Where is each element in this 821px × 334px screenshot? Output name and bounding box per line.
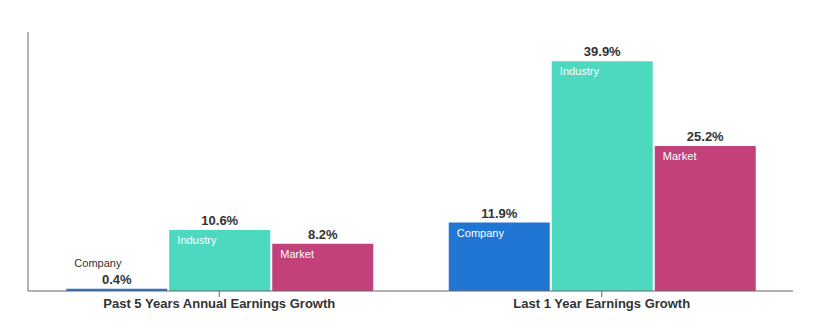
- svg-text:11.9%: 11.9%: [481, 206, 518, 221]
- svg-text:Company: Company: [457, 227, 505, 239]
- svg-text:Industry: Industry: [560, 65, 600, 77]
- svg-text:25.2%: 25.2%: [687, 129, 724, 144]
- svg-text:Past 5 Years Annual Earnings G: Past 5 Years Annual Earnings Growth: [103, 296, 335, 311]
- svg-text:Market: Market: [663, 150, 697, 162]
- svg-text:Last 1 Year Earnings Growth: Last 1 Year Earnings Growth: [513, 296, 690, 311]
- svg-text:0.4%: 0.4%: [102, 272, 132, 287]
- svg-text:Industry: Industry: [177, 234, 217, 246]
- svg-text:Company: Company: [74, 257, 122, 269]
- svg-text:Market: Market: [280, 248, 314, 260]
- svg-text:10.6%: 10.6%: [201, 213, 238, 228]
- svg-text:8.2%: 8.2%: [308, 227, 338, 242]
- svg-text:39.9%: 39.9%: [584, 44, 621, 59]
